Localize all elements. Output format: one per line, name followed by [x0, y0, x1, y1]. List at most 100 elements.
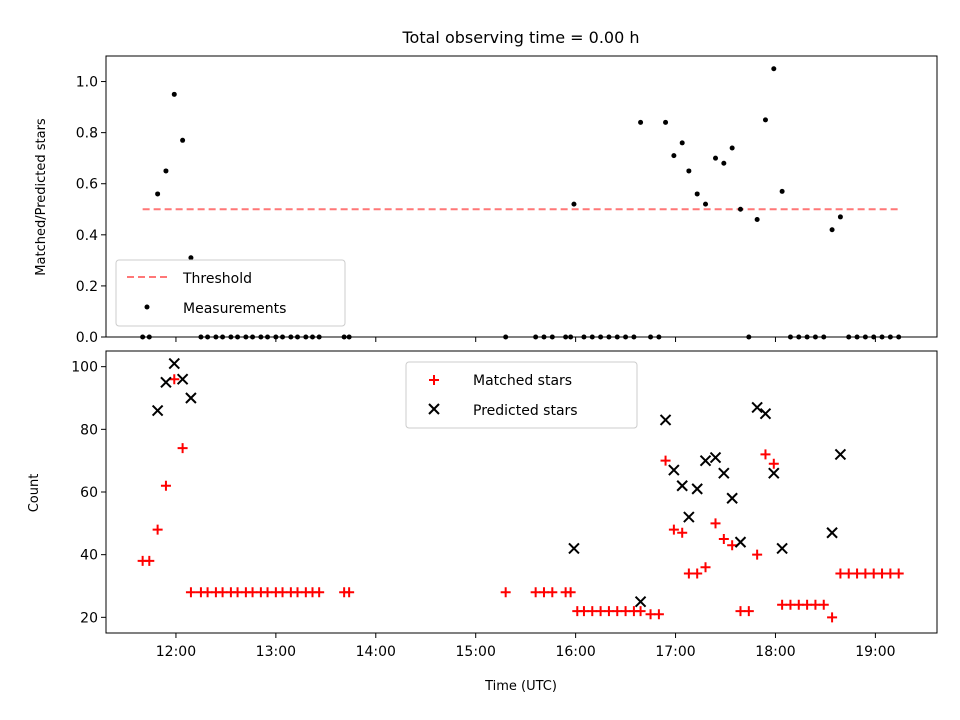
measurement-point [638, 119, 644, 125]
predicted-star-point [826, 527, 838, 539]
y-tick-label: 0.8 [76, 126, 98, 142]
predicted-star-point [151, 404, 164, 417]
measurement-point [713, 155, 719, 161]
measurement-point [754, 216, 760, 222]
predicted-star-point [834, 448, 847, 461]
predicted-star-point [168, 357, 180, 370]
matched-star-point [692, 568, 703, 579]
matched-star-point [547, 587, 558, 598]
y-tick-label: 0.4 [76, 228, 98, 244]
predicted-star-point [709, 451, 722, 464]
bottom-x-ticks: 12:00 13:00 14:00 15:00 16:00 17:00 18:00 19:00 [156, 633, 896, 660]
matched-star-point [144, 555, 155, 566]
measurement-point [694, 191, 700, 197]
measurement-point [779, 188, 785, 194]
measurement-point [771, 66, 777, 72]
predicted-star-point [160, 376, 172, 389]
predicted-stars-points [151, 357, 847, 608]
y-tick-label: 0.6 [76, 177, 98, 193]
matched-star-point [314, 587, 325, 598]
matched-star-point [677, 527, 688, 538]
y-tick-label: 80 [80, 422, 98, 438]
measurement-point [737, 206, 743, 212]
matched-star-point [500, 587, 511, 598]
predicted-star-point [668, 464, 680, 476]
measurement-point [155, 191, 161, 197]
y-tick-label: 40 [80, 548, 98, 564]
x-tick-label: 19:00 [855, 644, 895, 660]
legend-predicted-label: Predicted stars [473, 403, 578, 419]
measurement-point [829, 227, 835, 233]
matched-star-point [660, 455, 671, 466]
ratio-panel: Matched/Predicted stars 0.0 0.2 0.4 0.6 0.8 1… [34, 55, 938, 346]
matched-stars-points [137, 374, 904, 623]
measurement-point [671, 153, 677, 159]
matched-star-point [768, 458, 779, 469]
measurement-point [171, 91, 177, 97]
y-tick-label: 60 [80, 485, 98, 501]
y-tick-label: 1.0 [76, 75, 98, 91]
top-legend-box [115, 259, 346, 327]
matched-star-point [743, 606, 754, 617]
matched-star-point [727, 540, 738, 551]
bottom-y-axis-label: Count [27, 474, 42, 513]
matched-star-point [565, 587, 576, 598]
matched-star-point [653, 609, 664, 620]
measurement-point [679, 140, 685, 146]
measurement-point [163, 168, 169, 174]
predicted-star-point [726, 492, 738, 504]
y-tick-label: 0.0 [76, 330, 98, 346]
predicted-star-point [634, 595, 647, 608]
x-tick-label: 14:00 [356, 644, 396, 660]
legend-matched-swatch [429, 375, 439, 385]
measurement-point [180, 137, 186, 143]
y-tick-label: 0.2 [76, 279, 98, 295]
predicted-star-point [683, 511, 695, 523]
measurement-point [571, 201, 577, 207]
predicted-star-point [691, 483, 703, 495]
predicted-star-point [776, 542, 788, 555]
matched-star-point [700, 562, 711, 573]
matched-star-point [752, 549, 763, 560]
matched-star-point [893, 568, 904, 579]
x-tick-label: 15:00 [456, 644, 496, 660]
top-legend: Threshold Measurements [115, 259, 346, 327]
x-tick-label: 12:00 [156, 644, 196, 660]
predicted-star-point [751, 401, 763, 414]
predicted-star-point [176, 373, 189, 385]
top-y-axis-label: Matched/Predicted stars [34, 118, 49, 276]
predicted-star-point [759, 407, 772, 420]
matched-star-point [827, 612, 838, 623]
matched-star-point [668, 524, 679, 535]
y-tick-label: 100 [71, 360, 98, 376]
top-y-ticks: 0.0 0.2 0.4 0.6 0.8 1.0 [76, 75, 106, 346]
measurement-point [188, 255, 194, 261]
predicted-star-point [718, 467, 730, 479]
predicted-star-point [185, 392, 197, 404]
chart-title: Total observing time = 0.00 h [401, 28, 639, 47]
x-tick-label: 17:00 [655, 644, 695, 660]
matched-star-point [760, 449, 771, 460]
bottom-y-ticks: 20 40 60 80 100 [71, 360, 106, 626]
top-plot-frame [105, 55, 938, 338]
matched-star-point [152, 524, 163, 535]
matched-star-point [635, 606, 646, 617]
matched-star-point [177, 443, 188, 454]
measurement-point [837, 214, 843, 220]
x-tick-label: 13:00 [256, 644, 296, 660]
measurement-point [721, 160, 727, 166]
measurement-point [703, 201, 709, 207]
matched-star-point [185, 587, 196, 598]
legend-predicted-swatch [428, 403, 440, 415]
x-tick-label: 16:00 [555, 644, 595, 660]
legend-measurements-swatch [144, 304, 150, 310]
legend-matched-label: Matched stars [473, 373, 572, 389]
legend-threshold-label: Threshold [182, 271, 252, 287]
predicted-star-point [734, 536, 747, 548]
y-tick-label: 20 [80, 610, 98, 626]
matched-star-point [718, 534, 729, 544]
predicted-star-point [568, 542, 580, 555]
matched-star-point [710, 518, 721, 529]
matched-star-point [160, 480, 171, 491]
